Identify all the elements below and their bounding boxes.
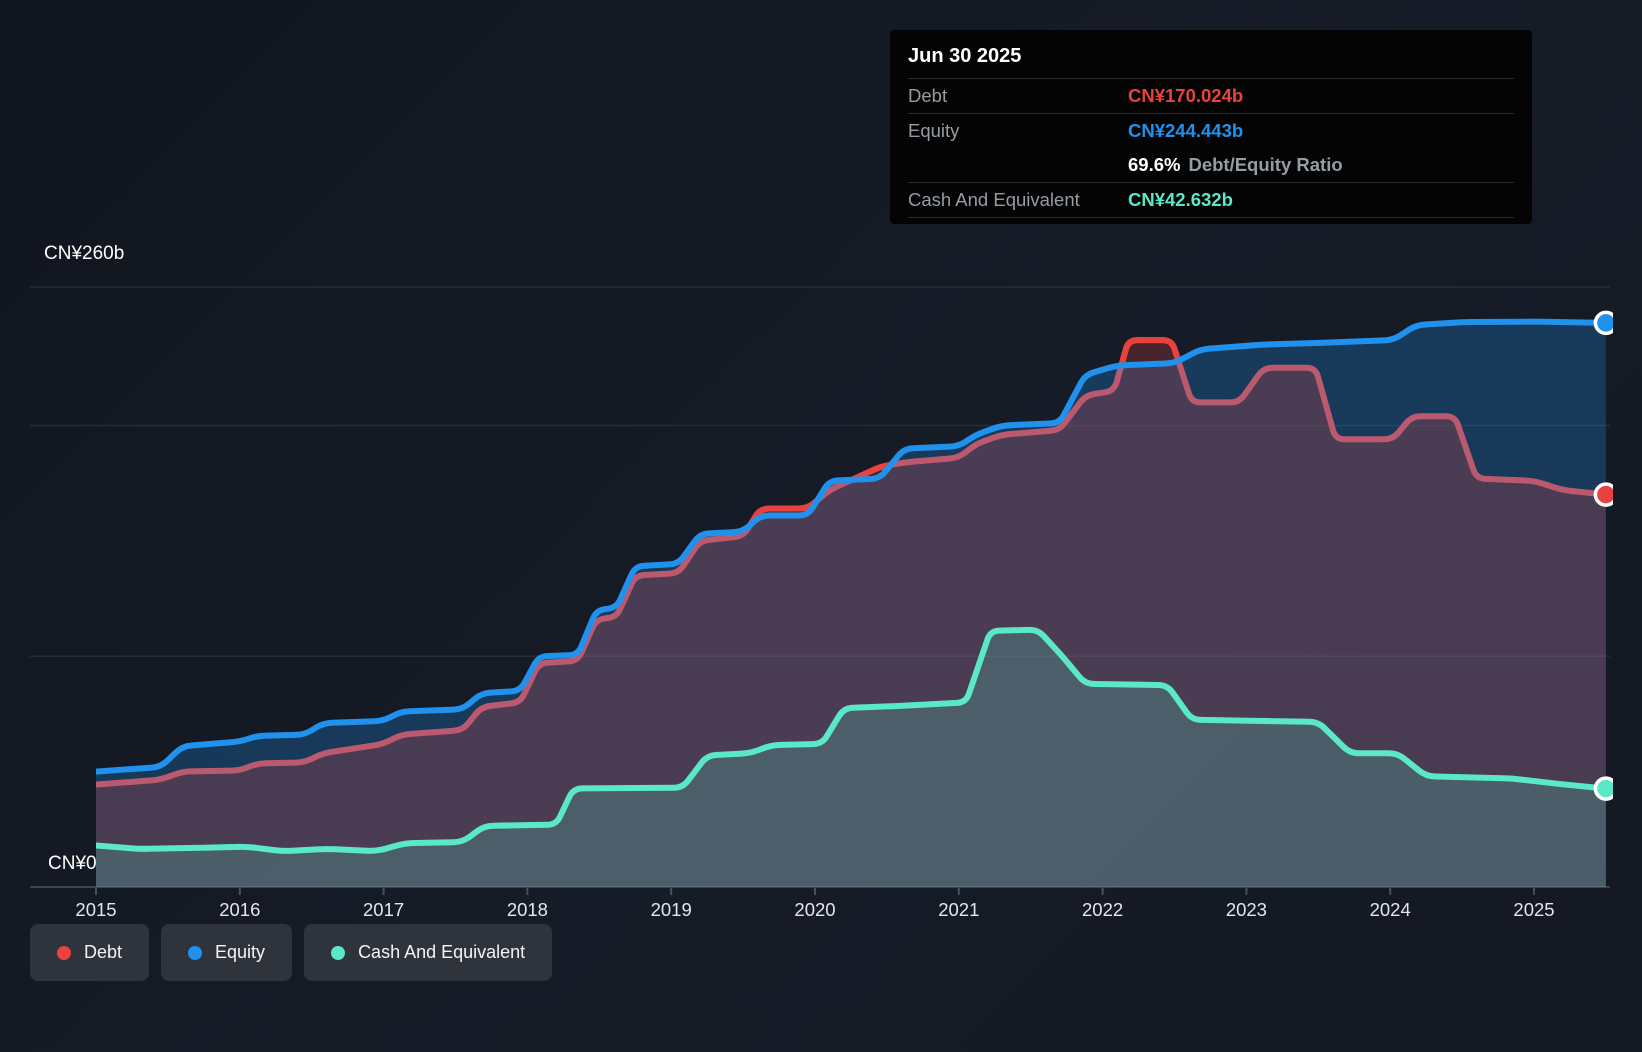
x-tick-label: 2017 [363,899,404,920]
x-tick-label: 2015 [75,899,116,920]
tooltip-ratio-value: 69.6% [1128,154,1181,175]
x-tick-label: 2022 [1082,899,1123,920]
tooltip-row-cash: Cash And Equivalent CN¥42.632b [908,183,1514,218]
debt-dot-icon [57,945,71,960]
tooltip-row-debt: Debt CN¥170.024b [908,79,1514,114]
chart-legend: Debt Equity Cash And Equivalent [30,924,553,981]
debt-line-highlight [747,498,820,528]
y-axis-zero-label: CN¥0 [48,853,97,874]
cash-marker[interactable] [1593,776,1616,801]
tooltip-equity-label: Equity [908,120,960,141]
x-tick-label: 2019 [651,899,692,920]
debt-line [96,337,1609,788]
x-tick-label: 2024 [1370,899,1411,920]
legend-debt-label: Debt [84,942,123,962]
equity-area [96,321,1606,887]
debt-area [96,340,1606,888]
tooltip-debt-value: CN¥170.024b [1128,85,1244,106]
tooltip-debt-label: Debt [908,85,948,106]
equity-dot-icon [188,945,203,960]
equity-line [96,318,1609,775]
gridlines [30,286,1610,888]
cash-area [96,629,1606,887]
x-axis: 2015 2016 2017 2018 2019 2020 2021 2022 2023 2024… [75,888,1555,920]
tooltip-ratio-label: Debt/Equity Ratio [1188,154,1343,175]
cash-dot-icon [331,945,346,960]
debt-line-highlight [849,462,893,483]
debt-line-highlight [1119,337,1181,364]
y-axis-top-label: CN¥260b [44,243,124,264]
tooltip-cash-value: CN¥42.632b [1128,189,1233,210]
tooltip-equity-value: CN¥244.443b [1128,120,1244,141]
x-tick-label: 2025 [1513,899,1554,920]
x-tick-label: 2018 [507,899,548,920]
plot-area[interactable] [96,310,1616,888]
x-tick-label: 2020 [794,899,835,920]
x-tick-label: 2023 [1226,899,1267,920]
chart-tooltip: Jun 30 2025 Debt CN¥170.024b Equity CN¥2… [890,30,1532,224]
equity-marker[interactable] [1593,310,1616,336]
tooltip-row-equity: Equity CN¥244.443b [908,114,1514,148]
legend-item-equity[interactable]: Equity [161,924,293,981]
x-tick-label: 2021 [938,899,979,920]
legend-equity-label: Equity [215,942,266,962]
legend-item-cash[interactable]: Cash And Equivalent [304,924,553,981]
debt-marker[interactable] [1593,482,1616,507]
tooltip-date: Jun 30 2025 [908,30,1514,79]
x-tick-label: 2016 [219,899,260,920]
tooltip-row-ratio: 69.6% Debt/Equity Ratio [908,148,1514,183]
legend-item-debt[interactable]: Debt [30,924,150,981]
cash-line [96,626,1609,854]
legend-cash-label: Cash And Equivalent [358,942,526,962]
tooltip-cash-label: Cash And Equivalent [908,189,1080,210]
